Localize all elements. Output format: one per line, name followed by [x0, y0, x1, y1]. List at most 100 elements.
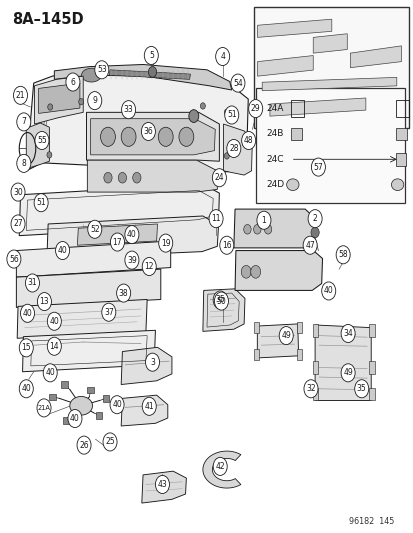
Text: 8: 8: [21, 159, 26, 168]
Text: 56: 56: [9, 255, 19, 263]
Bar: [290, 100, 303, 117]
Text: 54: 54: [233, 78, 242, 87]
Ellipse shape: [391, 179, 403, 190]
Text: 8A–145D: 8A–145D: [12, 12, 84, 27]
Circle shape: [148, 67, 156, 77]
Text: 57: 57: [313, 163, 323, 172]
Circle shape: [158, 234, 172, 252]
Circle shape: [250, 265, 260, 278]
Text: 55: 55: [37, 136, 47, 145]
Text: 26: 26: [79, 441, 89, 450]
Bar: [95, 412, 102, 418]
Text: 29: 29: [250, 104, 260, 113]
Circle shape: [37, 399, 51, 417]
Text: 40: 40: [127, 230, 136, 239]
Text: 35: 35: [215, 295, 225, 304]
Circle shape: [47, 104, 52, 110]
Circle shape: [121, 127, 136, 147]
Circle shape: [37, 293, 51, 311]
Text: 24A: 24A: [266, 104, 282, 113]
Circle shape: [224, 153, 229, 159]
Text: 34: 34: [342, 329, 352, 338]
Circle shape: [88, 92, 102, 110]
Circle shape: [95, 61, 109, 79]
Circle shape: [142, 257, 156, 276]
Polygon shape: [121, 348, 171, 384]
Circle shape: [219, 236, 233, 254]
Text: 51: 51: [36, 198, 46, 207]
Circle shape: [215, 47, 229, 66]
Circle shape: [21, 304, 34, 322]
Text: 21: 21: [16, 91, 25, 100]
Ellipse shape: [81, 68, 101, 82]
Circle shape: [214, 292, 228, 310]
Polygon shape: [38, 83, 80, 114]
Bar: [87, 386, 94, 393]
Text: 24D: 24D: [266, 180, 283, 189]
Text: 40: 40: [21, 384, 31, 393]
Circle shape: [340, 325, 354, 343]
Circle shape: [25, 274, 39, 292]
Text: 16: 16: [221, 241, 231, 250]
Text: 24: 24: [214, 173, 224, 182]
Text: 53: 53: [97, 66, 107, 74]
Circle shape: [188, 110, 198, 123]
Circle shape: [68, 409, 82, 427]
Circle shape: [158, 127, 173, 147]
Ellipse shape: [70, 397, 92, 415]
Polygon shape: [314, 325, 370, 400]
Circle shape: [145, 353, 159, 371]
Text: 38: 38: [119, 288, 128, 297]
Text: 6: 6: [70, 77, 75, 86]
Circle shape: [354, 379, 368, 398]
Polygon shape: [17, 269, 160, 308]
Text: 5: 5: [149, 51, 153, 60]
Bar: [394, 127, 406, 140]
Bar: [368, 361, 374, 374]
Text: 12: 12: [144, 262, 154, 271]
Text: 7: 7: [21, 117, 26, 126]
Circle shape: [335, 246, 349, 264]
Circle shape: [213, 291, 227, 309]
Text: 15: 15: [21, 343, 31, 352]
Text: 40: 40: [49, 317, 59, 326]
Text: 42: 42: [215, 462, 225, 471]
Polygon shape: [47, 216, 218, 259]
Text: 30: 30: [13, 188, 23, 197]
Polygon shape: [269, 98, 365, 116]
Circle shape: [200, 103, 205, 109]
Bar: [312, 387, 318, 400]
Circle shape: [55, 241, 69, 260]
Text: 31: 31: [28, 278, 37, 287]
Circle shape: [100, 127, 115, 147]
Text: 28: 28: [228, 144, 238, 153]
Text: 40: 40: [45, 368, 55, 377]
Circle shape: [14, 86, 27, 104]
Circle shape: [19, 379, 33, 398]
Polygon shape: [257, 19, 331, 37]
Text: 52: 52: [90, 225, 100, 234]
Bar: [368, 324, 374, 337]
Polygon shape: [257, 55, 313, 76]
Polygon shape: [235, 251, 322, 290]
Circle shape: [43, 364, 57, 382]
Circle shape: [310, 227, 318, 238]
Polygon shape: [26, 70, 248, 172]
Circle shape: [17, 113, 31, 131]
Polygon shape: [87, 160, 217, 192]
Text: 35: 35: [356, 384, 366, 393]
Text: 50: 50: [216, 296, 226, 305]
Polygon shape: [26, 123, 49, 168]
Text: 41: 41: [144, 402, 154, 411]
Circle shape: [224, 106, 238, 124]
Text: 51: 51: [226, 110, 236, 119]
Circle shape: [230, 74, 244, 92]
Circle shape: [303, 379, 317, 398]
Text: 40: 40: [323, 286, 333, 295]
Polygon shape: [17, 300, 147, 338]
Circle shape: [47, 312, 61, 330]
Circle shape: [125, 225, 139, 244]
Bar: [312, 361, 318, 374]
Circle shape: [178, 127, 193, 147]
Bar: [254, 7, 408, 128]
